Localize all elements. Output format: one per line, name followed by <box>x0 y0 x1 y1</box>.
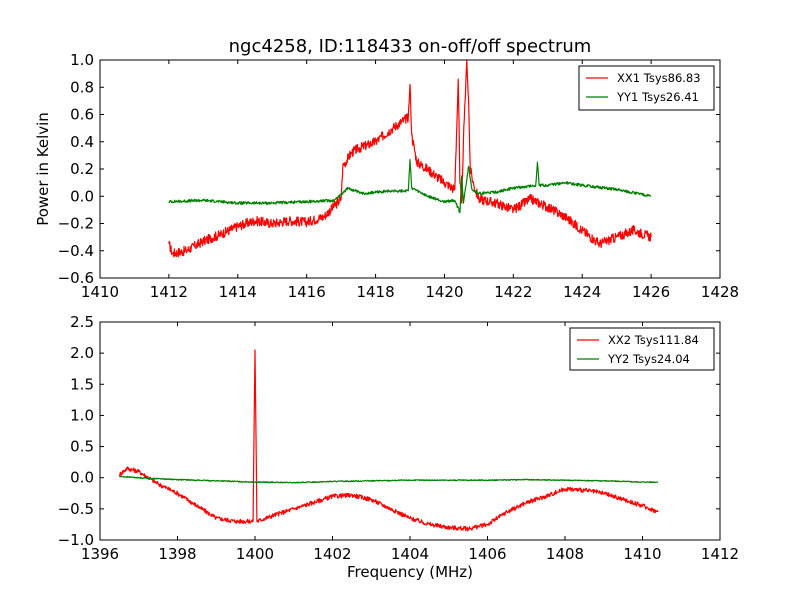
top-x-tick-label: 1428 <box>701 283 739 301</box>
top-x-tick-label: 1420 <box>425 283 463 301</box>
top-x-tick-label: 1414 <box>219 283 257 301</box>
bottom-x-tick-label: 1408 <box>546 545 584 563</box>
bottom-y-tick-label: −0.5 <box>58 500 94 518</box>
bottom-x-axis-label: Frequency (MHz) <box>347 563 473 581</box>
bottom-x-tick-label: 1400 <box>236 545 274 563</box>
top-y-tick-label: 0.2 <box>70 160 94 178</box>
bottom-y-tick-label: 1.0 <box>70 406 94 424</box>
bottom-x-tick-label: 1396 <box>81 545 119 563</box>
bottom-y-tick-label: −1.0 <box>58 531 94 549</box>
bottom-legend: XX2 Tsys111.84 YY2 Tsys24.04 <box>569 327 715 371</box>
top-x-tick-label: 1410 <box>81 283 119 301</box>
top-x-tick-label: 1416 <box>288 283 326 301</box>
top-chart-title: ngc4258, ID:118433 on-off/off spectrum <box>229 36 592 57</box>
top-legend-label: YY1 Tsys26.41 <box>616 90 699 104</box>
top-y-tick-label: −0.2 <box>58 215 94 233</box>
bottom-legend-label: YY2 Tsys24.04 <box>607 352 690 366</box>
bottom-y-tick-label: 2.5 <box>70 313 94 331</box>
top-legend-box <box>578 65 715 111</box>
bottom-y-tick-label: 1.5 <box>70 375 94 393</box>
top-y-tick-label: −0.4 <box>58 242 94 260</box>
bottom-y-tick-label: 0.5 <box>70 438 94 456</box>
bottom-y-tick-label: 2.0 <box>70 344 94 362</box>
top-y-tick-label: 0.0 <box>70 187 94 205</box>
bottom-plot-area: 1396 1398 1400 1402 1404 1406 1408 1410 1412 −1.0… <box>58 313 740 563</box>
top-x-tick-label: 1412 <box>150 283 188 301</box>
top-legend-label: XX1 Tsys86.83 <box>617 71 701 85</box>
top-x-tick-label: 1424 <box>563 283 601 301</box>
bottom-x-tick-label: 1412 <box>701 545 739 563</box>
bottom-y-tick-label: 0.0 <box>70 469 94 487</box>
bottom-x-tick-label: 1402 <box>313 545 351 563</box>
top-legend: XX1 Tsys86.83 YY1 Tsys26.41 <box>578 65 715 111</box>
top-y-tick-label: 0.8 <box>70 78 94 96</box>
bottom-series-line-xx2 <box>118 349 659 532</box>
top-y-tick-label: 0.4 <box>70 133 94 151</box>
top-y-tick-label: −0.6 <box>58 269 94 287</box>
top-panel: ngc4258, ID:118433 on-off/off spectrum P… <box>34 36 739 301</box>
bottom-panel: Frequency (MHz) 1396 1398 1400 1402 1404 1406… <box>58 313 740 581</box>
top-series-line-xx1 <box>168 60 652 258</box>
bottom-legend-label: XX2 Tsys111.84 <box>608 333 699 347</box>
bottom-series-line-yy2 <box>119 475 659 484</box>
top-plot-area: 1410 1412 1414 1416 1418 1420 1422 1424 1426 1428… <box>58 51 740 301</box>
bottom-x-tick-label: 1410 <box>623 545 661 563</box>
bottom-x-tick-label: 1398 <box>158 545 196 563</box>
bottom-x-tick-label: 1404 <box>391 545 429 563</box>
top-y-tick-label: 1.0 <box>70 51 94 69</box>
top-x-tick-label: 1418 <box>356 283 394 301</box>
bottom-x-tick-label: 1406 <box>468 545 506 563</box>
top-y-axis-label: Power in Kelvin <box>34 112 52 226</box>
top-series-line-yy1 <box>168 158 652 214</box>
bottom-legend-box <box>569 327 715 371</box>
top-y-tick-label: 0.6 <box>70 106 94 124</box>
top-x-tick-label: 1426 <box>632 283 670 301</box>
top-x-tick-label: 1422 <box>494 283 532 301</box>
